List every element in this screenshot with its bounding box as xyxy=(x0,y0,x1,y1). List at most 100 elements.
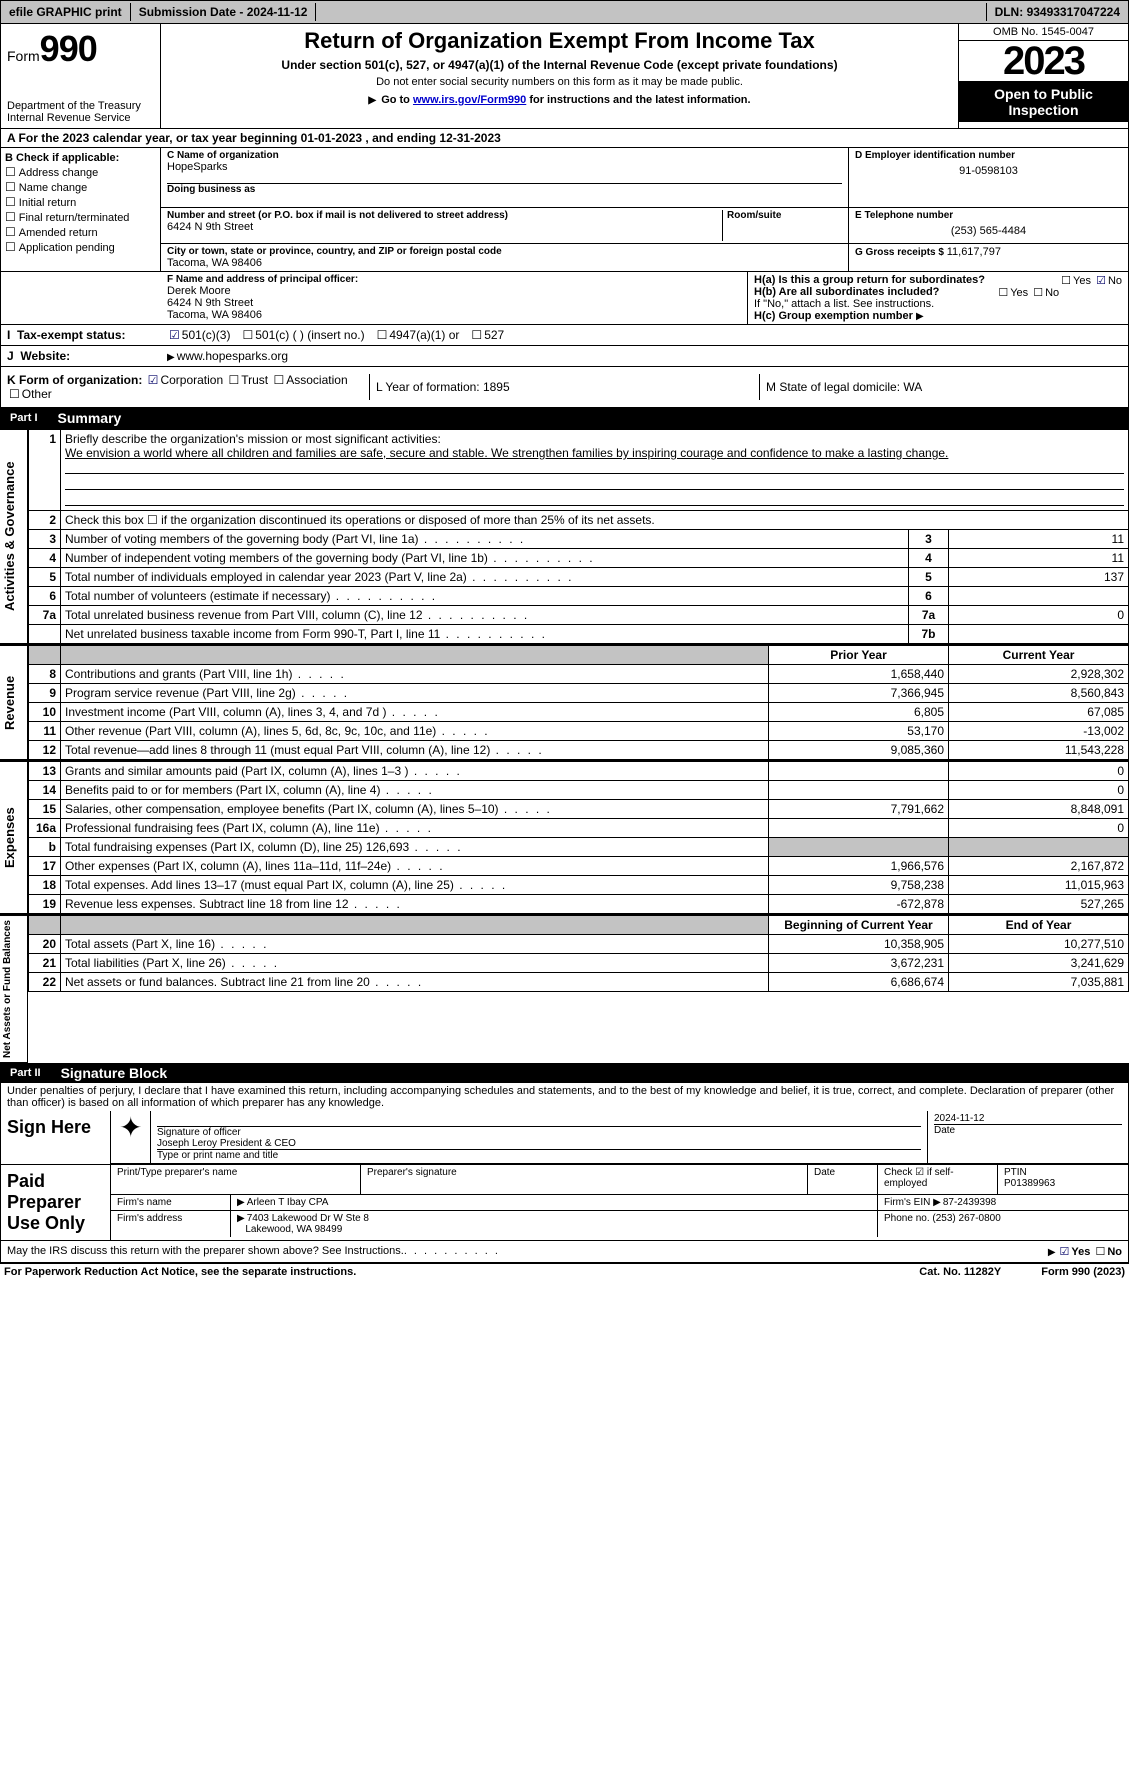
side-gov: Activities & Governance xyxy=(0,429,28,644)
chk-address-change[interactable]: Address change xyxy=(5,165,156,179)
summary-row: 22Net assets or fund balances. Subtract … xyxy=(29,973,1129,992)
box-c-label: C Name of organization xyxy=(167,150,842,161)
summary-row: Net unrelated business taxable income fr… xyxy=(29,625,1129,644)
box-f-label: F Name and address of principal officer: xyxy=(167,274,741,285)
summary-row: 3Number of voting members of the governi… xyxy=(29,530,1129,549)
box-e-label: E Telephone number xyxy=(855,210,1122,221)
row-i: I Tax-exempt status: 501(c)(3) 501(c) ( … xyxy=(0,325,1129,346)
city-label: City or town, state or province, country… xyxy=(167,246,842,257)
chk-527[interactable] xyxy=(469,328,484,342)
summary-row: 19Revenue less expenses. Subtract line 1… xyxy=(29,895,1129,914)
chk-trust[interactable] xyxy=(226,373,241,387)
sig-date-label: Date xyxy=(934,1124,1122,1136)
chk-association[interactable] xyxy=(271,373,286,387)
top-bar: efile GRAPHIC print Submission Date - 20… xyxy=(0,0,1129,24)
footer-mid: Cat. No. 11282Y xyxy=(919,1266,1001,1278)
box-g-label: G Gross receipts $ xyxy=(855,247,947,258)
l1-label: Briefly describe the organization's miss… xyxy=(65,432,441,446)
state-domicile: M State of legal domicile: WA xyxy=(759,374,1128,400)
section-net: Net Assets or Fund Balances Beginning of… xyxy=(0,914,1129,1063)
chk-4947[interactable] xyxy=(375,328,390,342)
summary-row: 11Other revenue (Part VIII, column (A), … xyxy=(29,722,1129,741)
chk-amended-return[interactable]: Amended return xyxy=(5,225,156,239)
summary-row: 6Total number of volunteers (estimate if… xyxy=(29,587,1129,606)
firm-name: Arleen T Ibay CPA xyxy=(247,1197,329,1208)
perjury-declaration: Under penalties of perjury, I declare th… xyxy=(0,1083,1129,1111)
chk-other[interactable] xyxy=(7,387,22,401)
dept-irs: Internal Revenue Service xyxy=(7,112,154,124)
sig-type-label: Type or print name and title xyxy=(157,1150,921,1161)
ha-question: H(a) Is this a group return for subordin… xyxy=(754,274,1122,286)
firm-phone-label: Phone no. xyxy=(884,1213,930,1224)
addr-label: Number and street (or P.O. box if mail i… xyxy=(167,210,722,221)
paid-preparer-label: Paid Preparer Use Only xyxy=(1,1165,111,1240)
sig-date: 2024-11-12 xyxy=(934,1113,1122,1124)
signature-block: Sign Here ✦ Signature of officer Joseph … xyxy=(0,1111,1129,1263)
chk-501c3[interactable] xyxy=(167,328,182,342)
section-governance: Activities & Governance 1 Briefly descri… xyxy=(0,428,1129,644)
sign-arrow-icon: ✦ xyxy=(111,1111,151,1163)
summary-row: 8Contributions and grants (Part VIII, li… xyxy=(29,665,1129,684)
chk-initial-return[interactable]: Initial return xyxy=(5,195,156,209)
beg-year-hdr: Beginning of Current Year xyxy=(769,916,949,935)
year-of-formation: L Year of formation: 1895 xyxy=(369,374,759,400)
open-inspection: Open to Public Inspection xyxy=(959,82,1128,122)
officer-street: 6424 N 9th Street xyxy=(167,297,741,309)
pp-date-label: Date xyxy=(814,1167,871,1178)
summary-row: 9Program service revenue (Part VIII, lin… xyxy=(29,684,1129,703)
chk-final-return[interactable]: Final return/terminated xyxy=(5,210,156,224)
org-name: HopeSparks xyxy=(167,161,842,173)
footer-left: For Paperwork Reduction Act Notice, see … xyxy=(4,1266,356,1278)
firm-addr-label: Firm's address xyxy=(111,1211,231,1237)
efile-label[interactable]: efile GRAPHIC print xyxy=(1,3,131,21)
prior-year-hdr: Prior Year xyxy=(769,646,949,665)
website[interactable]: www.hopesparks.org xyxy=(177,349,288,363)
officer-name: Derek Moore xyxy=(167,285,741,297)
pp-name-label: Print/Type preparer's name xyxy=(117,1167,354,1178)
tax-year: 2023 xyxy=(959,41,1128,82)
ptin-label: PTIN xyxy=(1004,1167,1122,1178)
sig-officer-label: Signature of officer xyxy=(157,1127,921,1138)
submission-date: Submission Date - 2024-11-12 xyxy=(131,3,317,21)
hb-note: If "No," attach a list. See instructions… xyxy=(754,298,1122,310)
sign-here-label: Sign Here xyxy=(1,1111,111,1164)
city: Tacoma, WA 98406 xyxy=(167,257,842,269)
chk-application-pending[interactable]: Application pending xyxy=(5,240,156,254)
form-title: Return of Organization Exempt From Incom… xyxy=(169,28,950,54)
section-revenue: Revenue Prior Year Current Year 8Contrib… xyxy=(0,644,1129,760)
current-year-hdr: Current Year xyxy=(949,646,1129,665)
officer-city: Tacoma, WA 98406 xyxy=(167,309,741,321)
chk-name-change[interactable]: Name change xyxy=(5,180,156,194)
firm-addr1: 7403 Lakewood Dr W Ste 8 xyxy=(247,1213,369,1224)
instructions-link[interactable]: www.irs.gov/Form990 xyxy=(413,94,526,106)
summary-row: 21Total liabilities (Part X, line 26)3,6… xyxy=(29,954,1129,973)
chk-501c[interactable] xyxy=(240,328,255,342)
firm-ein: 87-2439398 xyxy=(943,1197,996,1208)
summary-row: bTotal fundraising expenses (Part IX, co… xyxy=(29,838,1129,857)
box-f-h: F Name and address of principal officer:… xyxy=(0,272,1129,325)
summary-row: 14Benefits paid to or for members (Part … xyxy=(29,781,1129,800)
form-number: Form990 xyxy=(7,28,154,70)
summary-row: 16aProfessional fundraising fees (Part I… xyxy=(29,819,1129,838)
side-exp: Expenses xyxy=(0,761,28,914)
sig-name: Joseph Leroy President & CEO xyxy=(157,1138,921,1150)
part-i-header: Part I Summary xyxy=(0,408,1129,428)
line-a: A For the 2023 calendar year, or tax yea… xyxy=(0,129,1129,148)
gross-receipts: 11,617,797 xyxy=(947,246,1001,258)
summary-row: 4Number of independent voting members of… xyxy=(29,549,1129,568)
box-b-title: B Check if applicable: xyxy=(5,152,156,164)
part-ii-header: Part II Signature Block xyxy=(0,1063,1129,1083)
firm-phone: (253) 267-0800 xyxy=(932,1213,1000,1224)
box-d-label: D Employer identification number xyxy=(855,150,1122,161)
footer-right: Form 990 (2023) xyxy=(1041,1266,1125,1278)
summary-row: 17Other expenses (Part IX, column (A), l… xyxy=(29,857,1129,876)
header-boxes: B Check if applicable: Address change Na… xyxy=(0,148,1129,272)
summary-row: 12Total revenue—add lines 8 through 11 (… xyxy=(29,741,1129,760)
row-j: J Website: www.hopesparks.org xyxy=(0,346,1129,367)
chk-corporation[interactable] xyxy=(146,373,161,387)
section-expenses: Expenses 13Grants and similar amounts pa… xyxy=(0,760,1129,914)
dba-label: Doing business as xyxy=(167,183,842,195)
side-net: Net Assets or Fund Balances xyxy=(0,915,28,1063)
hb-question: H(b) Are all subordinates included? Yes … xyxy=(754,286,1122,298)
form-subtitle: Under section 501(c), 527, or 4947(a)(1)… xyxy=(169,58,950,72)
